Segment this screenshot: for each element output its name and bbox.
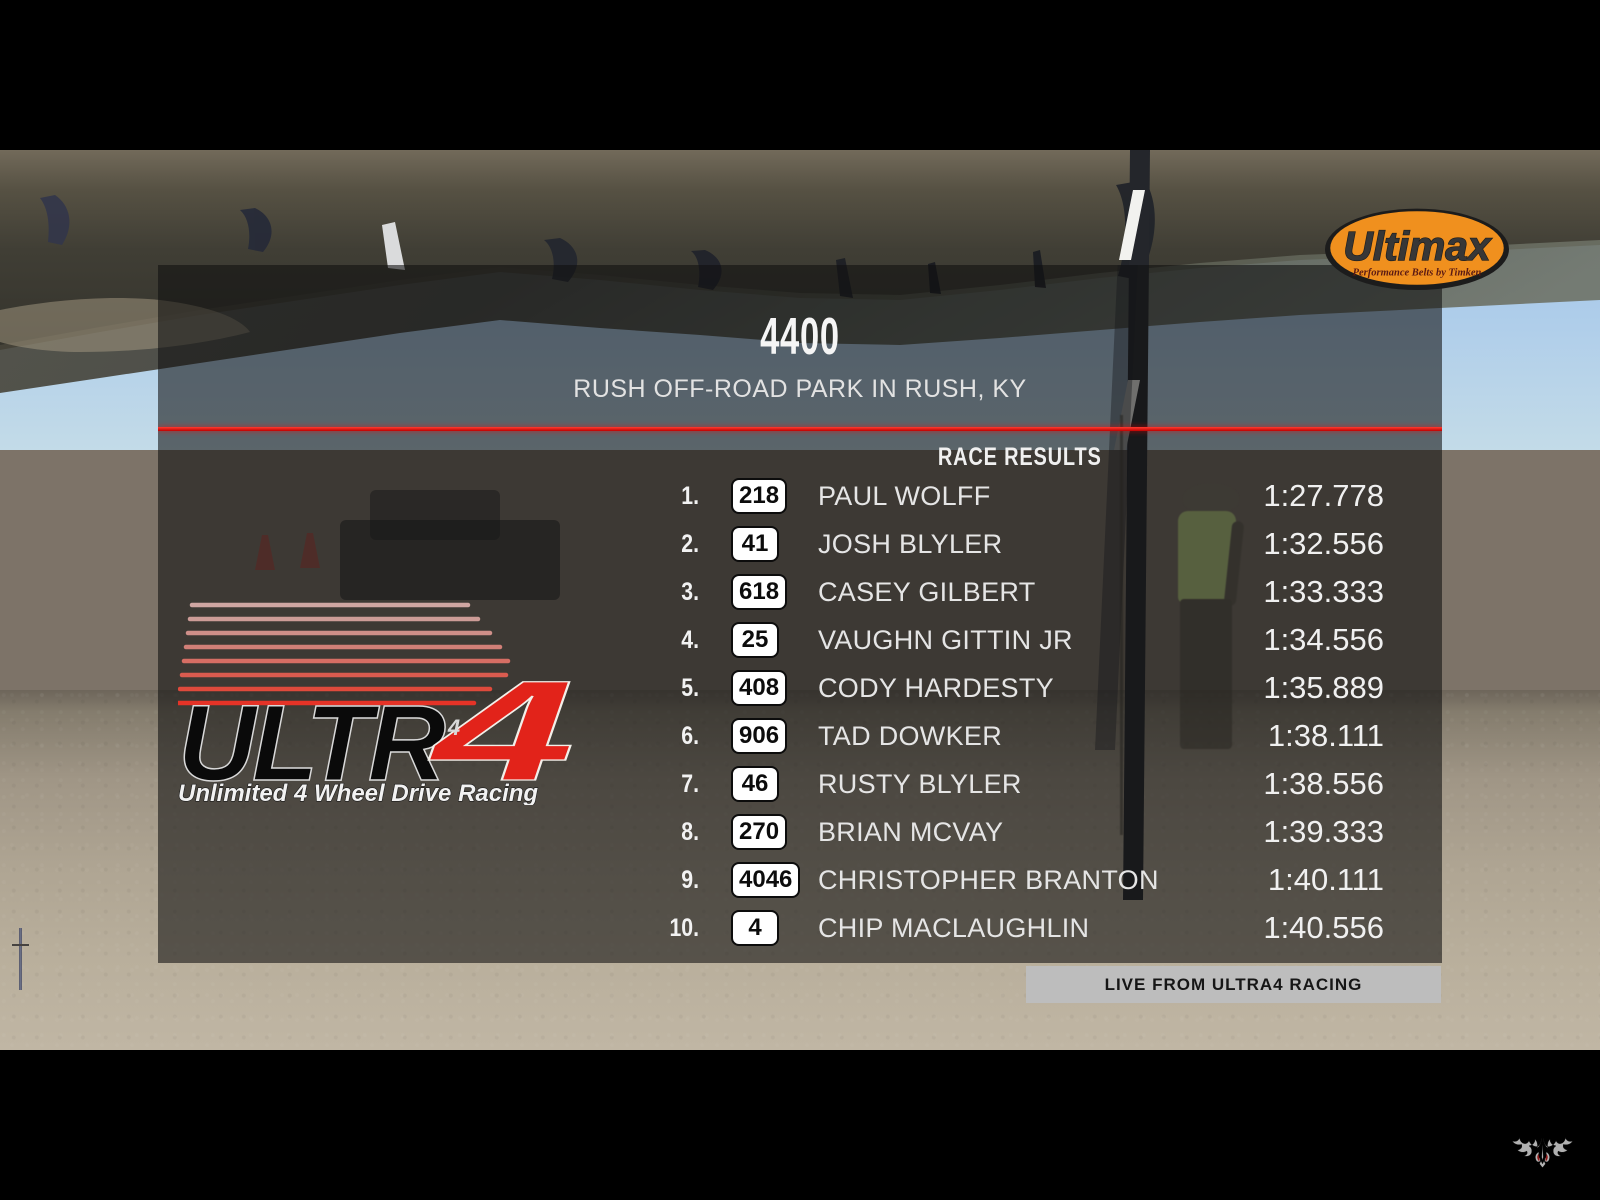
svg-text:Unlimited 4 Wheel Drive Racing: Unlimited 4 Wheel Drive Racing [178,780,538,805]
svg-text:4: 4 [447,715,460,740]
svg-text:Ultimax: Ultimax [1343,223,1492,269]
svg-text:Performance Belts by Timken: Performance Belts by Timken [1353,268,1482,279]
